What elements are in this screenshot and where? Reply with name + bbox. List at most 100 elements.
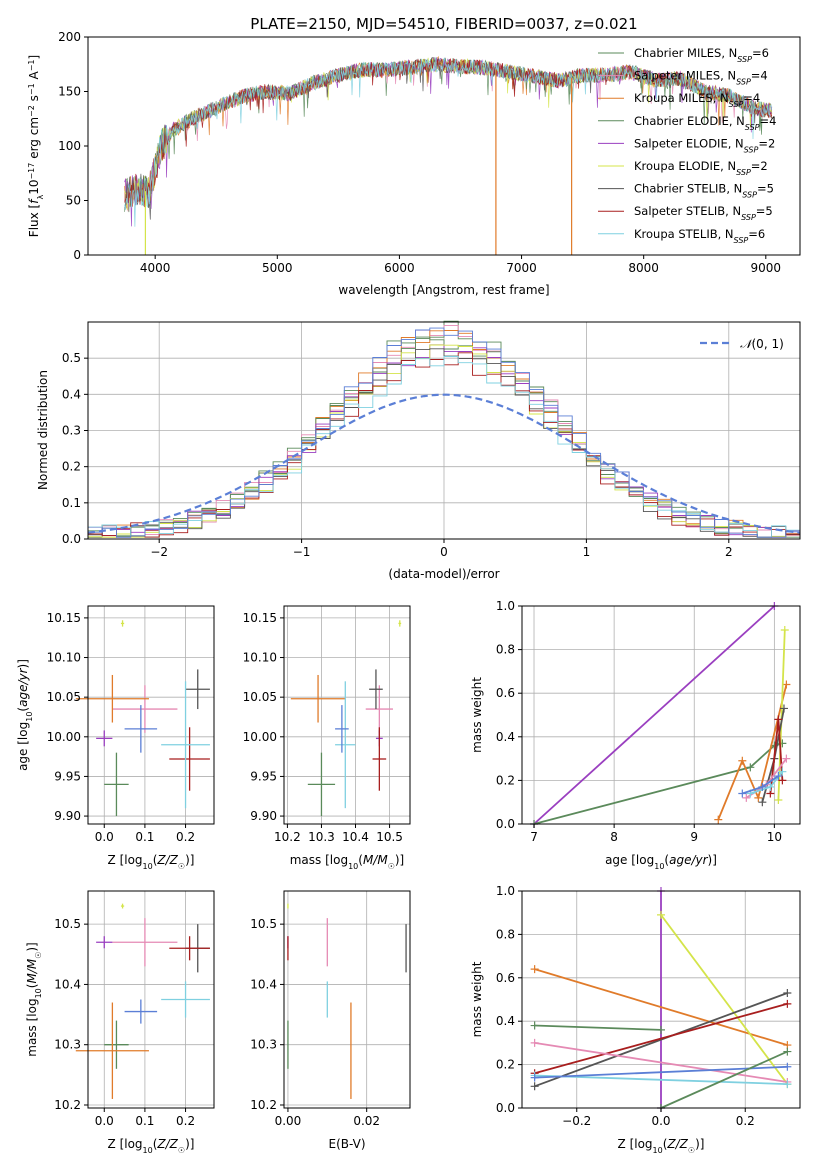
weight-marker: [530, 1038, 539, 1047]
label-part: Z [log: [108, 1137, 143, 1151]
axes-frame: [521, 605, 801, 825]
axes-frame: [87, 321, 801, 540]
axes-frame: [87, 890, 215, 1109]
weight-marker: [783, 1062, 792, 1071]
x-axis-label: mass [log10(M/M☉)]: [290, 853, 405, 871]
y-tick-label: 0.4: [496, 1014, 515, 1028]
x-tick-label: 5000: [262, 261, 293, 275]
y-tick-label: 9.95: [54, 769, 81, 783]
weight-line: [534, 1002, 788, 1075]
weight-series: [530, 602, 779, 828]
legend-label: Salpeter ELODIE, NSSP=2: [634, 136, 775, 154]
label-part: 𝒩: [740, 337, 755, 351]
errorbar-point: [161, 681, 210, 809]
y-tick-label: 0.3: [62, 424, 81, 438]
label-part: (: [153, 1137, 158, 1151]
weight-marker: [714, 815, 723, 824]
label-part: age/yr: [669, 853, 708, 867]
x-axis-label: E(B-V): [328, 1137, 365, 1151]
weight-marker: [783, 999, 792, 1008]
label-part: (: [664, 853, 669, 867]
weight-marker: [782, 754, 791, 763]
weight-marker: [783, 988, 792, 997]
plot-area: [290, 620, 402, 817]
plot-area: [124, 56, 773, 255]
errorbar-point: [307, 752, 336, 817]
y-axis-label: mass [log10(M/M☉)]: [25, 942, 43, 1057]
x-tick-label: 10: [767, 830, 782, 844]
weight-series: [714, 680, 791, 824]
x-tick-label: −2: [150, 545, 168, 559]
y-tick-label: 1.0: [496, 599, 515, 613]
y-tick-label: 100: [58, 139, 81, 153]
panel-age_vs_Z: 0.0 0.1 0.2 9.90 9.95 10.00 10.05 10.10 10.15 Z […: [16, 605, 215, 871]
histogram-series: [88, 356, 800, 538]
legend-label: Chabrier STELIB, NSSP=5: [634, 182, 774, 200]
panel-spectrum: 4000 5000 6000 7000 8000 9000 0 50 100 150 200 Chab…: [27, 30, 801, 297]
x-tick-label: 9000: [751, 261, 782, 275]
x-axis-label: wavelength [Angstrom, rest frame]: [338, 283, 549, 297]
label-part: λ: [36, 195, 45, 200]
x-tick-label: 8000: [628, 261, 659, 275]
plot-area: [530, 887, 792, 1112]
label-part: M/M: [25, 958, 39, 983]
label-part: 10: [143, 1146, 153, 1155]
weight-marker: [783, 1047, 792, 1056]
errorbar-point: [169, 727, 210, 791]
panel-residuals: −2 −1 0 1 2 0.0 0.1 0.2 0.3 0.4 0.5 𝒩(0, 1) (data-mo…: [36, 320, 801, 581]
plot-area: [75, 903, 210, 1099]
panel-weight_vs_Z: −0.2 0.0 0.2 0.0 0.2 0.4 0.6 0.8 1.0 Z [log10(Z/Z…: [470, 884, 801, 1155]
errorbar-point: [112, 918, 178, 967]
label-part: −1: [27, 83, 36, 95]
weight-marker: [774, 715, 783, 724]
label-part: f: [27, 198, 41, 204]
label-part: age/yr: [16, 667, 30, 706]
y-tick-label: 0.2: [496, 773, 515, 787]
errorbar-point: [335, 681, 356, 809]
axes-frame: [283, 890, 411, 1109]
legend-label: Chabrier MILES, NSSP=6: [634, 46, 769, 64]
y-tick-label: 0.4: [62, 387, 81, 401]
plot-area: [287, 903, 407, 1099]
label-part: (: [25, 984, 39, 989]
y-axis-label: mass weight: [470, 677, 484, 753]
errorbar-point: [185, 669, 210, 710]
errorbar-point: [104, 1020, 129, 1069]
label-part: )]: [708, 853, 717, 867]
y-tick-label: 0.1: [62, 496, 81, 510]
errorbar-point: [365, 685, 393, 733]
spectrum-line: [124, 56, 773, 227]
y-tick-label: 9.90: [250, 809, 277, 823]
label-part: 10: [25, 712, 34, 722]
x-tick-label: 0.2: [176, 830, 195, 844]
y-axis-label: age [log10(age/yr)]: [16, 659, 34, 771]
label-part: ☉: [178, 862, 185, 871]
weight-marker: [530, 1073, 539, 1082]
errorbar-point: [335, 705, 349, 753]
y-tick-label: 10.4: [250, 977, 277, 991]
label-part: M/M: [363, 853, 388, 867]
label-part: mass [log: [290, 853, 348, 867]
label-part: s: [27, 95, 41, 105]
errorbar-point: [398, 620, 402, 627]
weight-marker: [778, 776, 787, 785]
weight-marker: [746, 763, 755, 772]
errorbar-point: [290, 674, 346, 723]
x-axis-label: Z [log10(Z/Z☉)]: [108, 853, 195, 871]
weight-marker: [530, 965, 539, 974]
label-part: 10: [143, 862, 153, 871]
label-part: 10: [34, 988, 43, 998]
weight-marker: [774, 772, 783, 781]
label-part: Z [log: [108, 853, 143, 867]
y-axis-label: Flux [fλ10−17 erg cm−2 s−1 A−1]: [27, 55, 45, 237]
x-tick-label: 0.0: [95, 1114, 114, 1128]
y-tick-label: 0.5: [62, 351, 81, 365]
weight-marker: [780, 625, 789, 634]
y-tick-label: 0.2: [62, 460, 81, 474]
panel-mass_vs_Z: 0.0 0.1 0.210.210.310.410.5Z [log10(Z/Z☉)]…: [25, 890, 215, 1155]
label-part: age [log: [16, 722, 30, 771]
errorbar-point: [112, 685, 178, 733]
weight-marker: [778, 767, 787, 776]
label-part: 10: [654, 862, 664, 871]
